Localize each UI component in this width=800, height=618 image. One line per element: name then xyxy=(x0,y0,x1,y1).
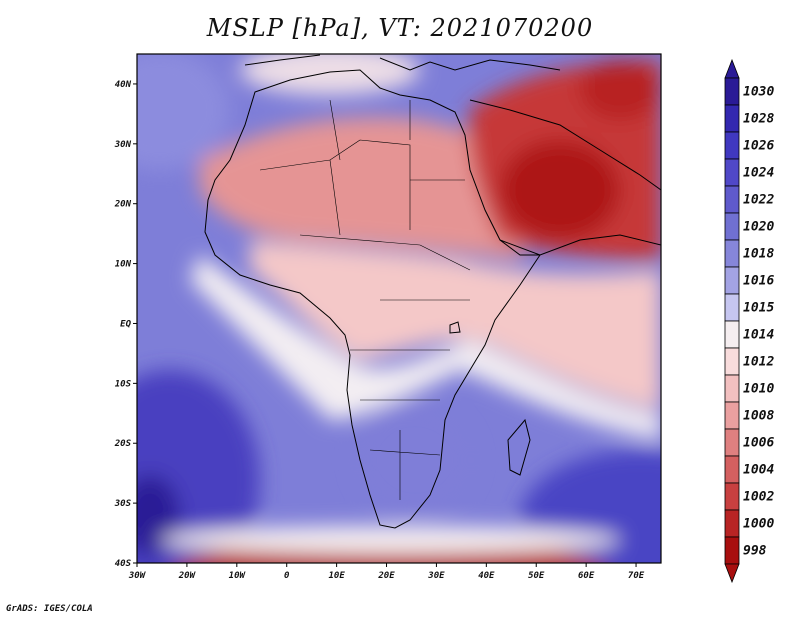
colorbar-swatch xyxy=(724,185,740,214)
grads-credit: GrADS: IGES/COLA xyxy=(6,604,93,614)
southern-ocean-neutral-rim xyxy=(160,526,620,554)
colorbar-level-label: 1020 xyxy=(743,220,774,235)
colorbar-swatch xyxy=(724,293,740,322)
lat-tick-label: 40N xyxy=(115,80,132,90)
azores-high xyxy=(137,54,230,170)
colorbar-level-label: 1030 xyxy=(743,85,774,100)
mediterranean-field xyxy=(240,54,420,95)
colorbar-swatch xyxy=(724,77,740,106)
colorbar-level-label: 1016 xyxy=(743,274,774,289)
africa-coastline xyxy=(204,69,541,529)
southern-africa-high xyxy=(355,405,475,515)
colorbar-top-arrow xyxy=(724,58,740,79)
lat-tick-label: 20N xyxy=(114,200,132,210)
lon-tick-label: 40E xyxy=(478,571,495,581)
colorbar-swatch xyxy=(724,266,740,295)
colorbar-level-label: 1024 xyxy=(743,166,774,181)
colorbar-level-label: 1022 xyxy=(743,193,774,208)
lat-tick-label: 10S xyxy=(115,379,132,389)
lon-tick-label: 30W xyxy=(128,571,147,581)
lon-tick-label: 10W xyxy=(229,571,247,581)
colorbar-swatch xyxy=(724,347,740,376)
lat-tick-label: 40S xyxy=(115,559,132,569)
colorbar-level-label: 1018 xyxy=(743,247,774,262)
longitude-axis: 30W 20W 10W 0 10E 20E 30E 40E 50E 60E 70E xyxy=(128,563,645,581)
colorbar-level-label: 1004 xyxy=(743,463,774,478)
madagascar-outline xyxy=(507,418,531,476)
map-frame xyxy=(136,53,662,564)
colorbar-level-label: 1002 xyxy=(743,490,774,505)
lat-tick-label: EQ xyxy=(120,319,131,329)
sahara-low xyxy=(200,117,530,260)
lat-tick-label: 20S xyxy=(114,439,132,449)
lon-tick-label: 60E xyxy=(578,571,595,581)
colorbar-level-label: 1028 xyxy=(743,112,774,127)
colorbar: 1030 1028 1026 1024 1022 1020 1018 1016 1015 1014… xyxy=(724,58,774,584)
lon-tick-label: 50E xyxy=(528,571,545,581)
lon-tick-label: 20E xyxy=(377,571,395,581)
colorbar-level-label: 1006 xyxy=(743,436,774,451)
colorbar-level-label: 998 xyxy=(743,544,767,559)
lake-victoria xyxy=(449,321,461,334)
lon-tick-label: 10E xyxy=(328,571,345,581)
pressure-field xyxy=(137,54,661,563)
latitude-axis: 40N 30N 20N 10N EQ 10S 20S 30S 40S xyxy=(114,80,137,569)
colorbar-swatch xyxy=(724,320,740,349)
colorbar-swatch xyxy=(724,212,740,241)
colorbar-level-label: 1012 xyxy=(743,355,774,370)
colorbar-level-label: 1014 xyxy=(743,328,774,343)
lon-tick-label: 0 xyxy=(284,571,290,581)
europe-coastline xyxy=(244,54,561,71)
map-title: MSLP [hPa], VT: 2021070200 xyxy=(206,14,594,42)
south-atlantic-high-core xyxy=(137,475,180,555)
lat-tick-label: 10N xyxy=(115,260,132,270)
colorbar-swatch xyxy=(724,239,740,268)
arabia-coastline xyxy=(469,99,661,256)
colorbar-level-label: 1000 xyxy=(743,517,774,532)
colorbar-swatch xyxy=(724,401,740,430)
colorbar-swatch xyxy=(724,509,740,538)
colorbar-swatch xyxy=(724,131,740,160)
indian-ocean-high xyxy=(520,450,661,563)
colorbar-level-label: 1015 xyxy=(743,301,774,316)
country-borders xyxy=(259,99,471,500)
colorbar-swatch xyxy=(724,104,740,133)
colorbar-swatch xyxy=(724,428,740,457)
colorbar-level-label: 1026 xyxy=(743,139,774,154)
lat-tick-label: 30N xyxy=(114,140,132,150)
colorbar-swatch xyxy=(724,482,740,511)
lon-tick-label: 20W xyxy=(178,571,197,581)
colorbar-swatch xyxy=(724,455,740,484)
iran-low-core xyxy=(580,60,660,120)
colorbar-swatch xyxy=(724,374,740,403)
colorbar-bottom-arrow xyxy=(724,563,740,584)
equatorial-africa-low xyxy=(250,240,661,410)
colorbar-swatch xyxy=(724,536,740,565)
lon-tick-label: 70E xyxy=(628,571,645,581)
coastlines xyxy=(204,54,661,529)
lon-tick-label: 30E xyxy=(427,571,445,581)
lat-tick-label: 30S xyxy=(114,499,132,509)
colorbar-level-label: 1010 xyxy=(743,382,774,397)
neutral-band xyxy=(190,255,661,440)
arabian-low-core xyxy=(500,140,620,240)
colorbar-swatch xyxy=(724,158,740,187)
colorbar-level-label: 1008 xyxy=(743,409,774,424)
